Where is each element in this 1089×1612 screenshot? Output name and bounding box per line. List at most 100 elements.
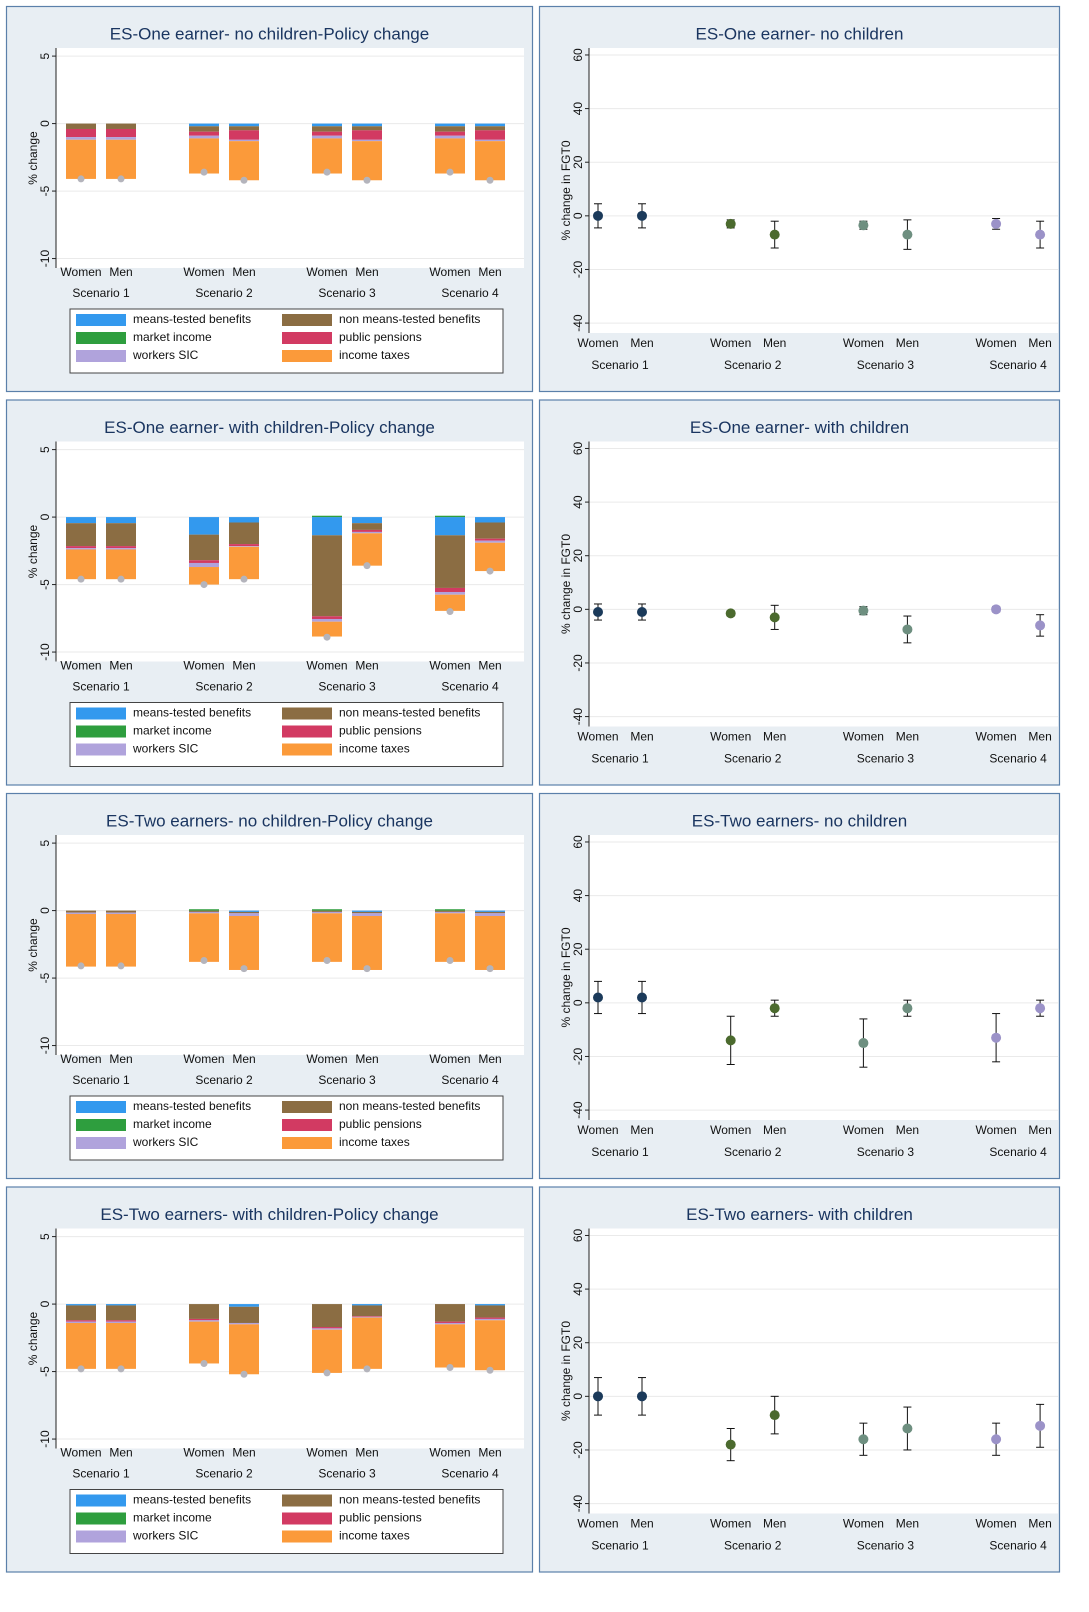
bar-segment [106,548,136,550]
bar-segment [312,909,342,911]
bar-segment [189,1304,219,1319]
legend-label: public pensions [339,1511,422,1525]
bar-segment [475,911,505,914]
bar-segment [435,594,465,611]
legend-swatch [282,350,332,362]
bar-segment [189,534,219,561]
x-tick-label: Women [577,1123,618,1137]
bar-segment [66,517,96,524]
bar-segment [435,591,465,595]
total-marker [240,1370,248,1378]
plot-area [589,441,1058,727]
bar-segment [475,540,505,543]
total-marker [446,168,454,176]
bar-segment [189,560,219,563]
x-tick-label: Women [306,265,347,279]
bar-segment [312,123,342,127]
panel: ES-Two earners- with children-Policy cha… [5,1186,534,1573]
point [1035,1003,1046,1014]
bar-segment [189,123,219,127]
bar-segment [352,1316,382,1317]
bar-segment [189,135,219,139]
total-marker [323,957,331,965]
point [637,992,647,1003]
bar-segment [106,549,136,580]
y-tick-label: 0 [571,999,585,1006]
bar-segment [66,1321,96,1323]
y-tick-label: 60 [571,441,585,455]
x-tick-label: Women [976,730,1017,744]
total-marker [77,575,85,583]
total-marker [363,176,371,184]
legend-swatch [282,1137,332,1149]
y-tick-label: 5 [38,1233,52,1240]
x-tick-label: Men [1028,730,1051,744]
bar-segment [66,913,96,967]
bar-segment [435,587,465,592]
bar-segment [352,533,382,566]
x-tick-label: Women [183,265,224,279]
y-axis-label: % change [26,524,40,578]
bar-segment [229,517,259,523]
legend-swatch [76,350,126,362]
x-tick-label: Men [763,1123,786,1137]
legend-swatch [76,725,126,738]
bar-segment [189,913,219,962]
bar-segment [435,535,465,588]
point [902,1003,913,1014]
x-tick-label: Women [429,659,470,673]
y-tick-label: 40 [571,889,585,903]
x-tick-label: Men [109,1052,132,1066]
y-tick-label: 20 [571,1336,585,1350]
group-label: Scenario 4 [989,1145,1047,1159]
bar-segment [352,1317,382,1369]
bar-segment [106,912,136,914]
bar-segment [475,130,505,140]
legend-swatch [282,1494,332,1507]
x-tick-label: Men [896,336,919,350]
panel: ES-One earner- no children -40 -20 0 20 40 60%… [538,5,1061,393]
group-label: Scenario 1 [591,1145,649,1159]
y-tick-label: 0 [571,1393,585,1400]
bar-segment [435,913,465,962]
bar-segment [312,517,342,536]
x-tick-label: Men [763,1517,786,1531]
bar-segment [106,523,136,547]
bar-segment [106,910,136,913]
x-tick-label: Women [976,1123,1017,1137]
panel: ES-Two earners- no children -40 -20 0 20 40 60… [538,792,1061,1180]
bar-segment [352,1305,382,1317]
total-marker [117,575,125,583]
point [637,210,647,221]
bar-segment [352,529,382,532]
group-label: Scenario 4 [989,358,1047,372]
bar-segment [475,542,505,572]
y-axis-label: % change [26,1311,40,1365]
x-tick-label: Men [355,1446,378,1460]
panel: ES-Two earners- with children -40 -20 0 20 40… [538,1186,1061,1573]
bar-segment [66,546,96,549]
x-tick-label: Women [429,265,470,279]
bar-segment [352,139,382,142]
y-tick-label: 20 [571,549,585,563]
bar-segment [352,1304,382,1306]
legend-label: workers SIC [132,348,199,362]
total-marker [200,957,208,965]
y-tick-label: 0 [38,1300,52,1307]
bar-segment [229,911,259,914]
x-tick-label: Women [306,1052,347,1066]
point [769,1410,780,1421]
y-tick-label: -40 [571,314,585,332]
group-label: Scenario 4 [989,1539,1047,1553]
group-label: Scenario 2 [195,1073,253,1087]
bar-segment [435,1322,465,1325]
group-label: Scenario 4 [441,1467,499,1481]
y-tick-label: -20 [571,260,585,278]
bar-segment [475,126,505,131]
legend-swatch [76,707,126,720]
total-marker [323,633,331,641]
legend-swatch [76,1512,126,1525]
total-marker [486,567,494,575]
x-tick-label: Men [232,1446,255,1460]
